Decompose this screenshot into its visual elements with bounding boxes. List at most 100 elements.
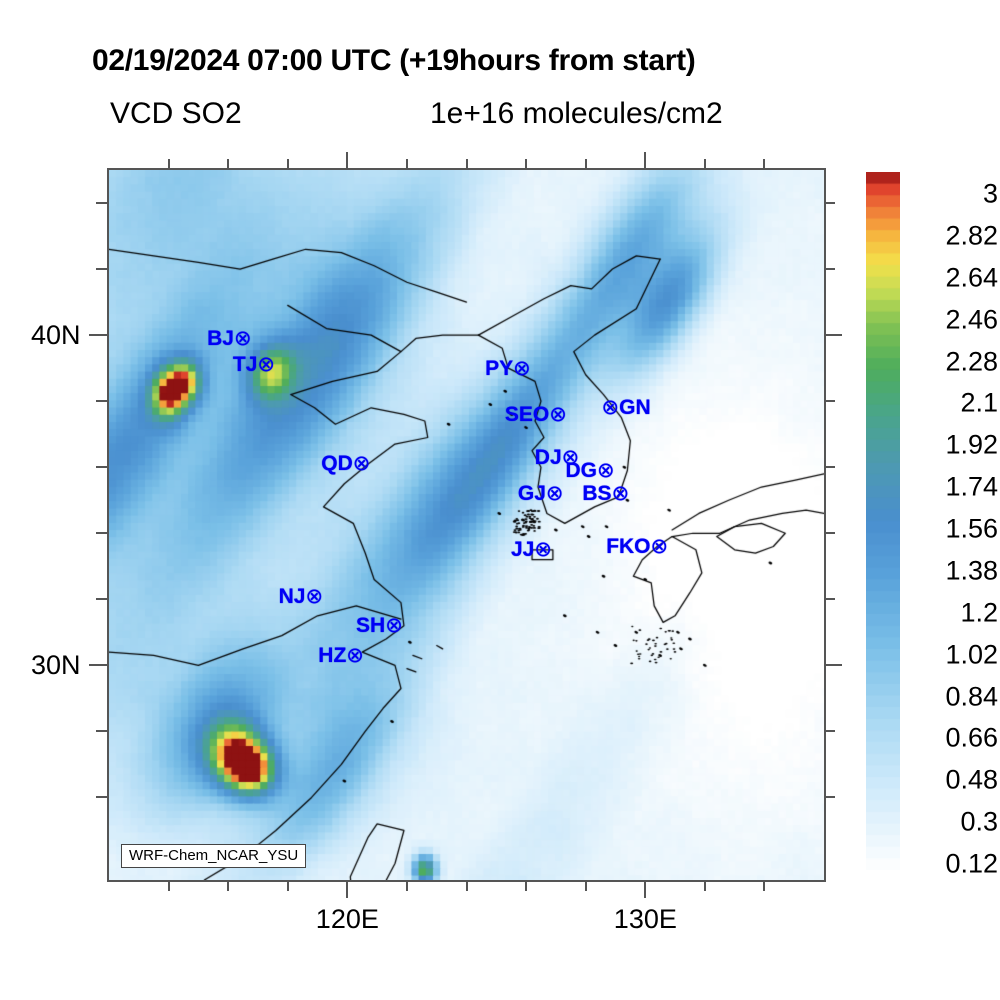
station-name: BS — [582, 482, 612, 506]
station-label-tj: TJ⊗ — [233, 354, 275, 375]
colorbar-label-2p1: 2.1 — [960, 387, 998, 418]
station-label-jj: JJ⊗ — [511, 539, 552, 560]
x-tick-top-118 — [286, 159, 289, 170]
y-tick-right-38 — [824, 400, 835, 403]
station-label-gn: ⊗GN — [602, 397, 651, 418]
station-marker-icon: ⊗ — [611, 482, 630, 506]
y-tick-30 — [89, 664, 107, 667]
x-tick-top-122 — [405, 159, 408, 170]
colorbar-label-1p02: 1.02 — [945, 639, 998, 670]
colorbar-label-1p74: 1.74 — [945, 471, 998, 502]
station-marker-icon: ⊗ — [513, 356, 531, 380]
x-tick-top-128 — [584, 159, 587, 170]
model-configuration-tag: WRF-Chem_NCAR_YSU — [121, 844, 307, 868]
station-label-py: PY⊗ — [485, 358, 531, 379]
station-marker-icon: ⊗ — [601, 396, 620, 420]
y-tick-26 — [96, 796, 107, 799]
x-tick-128 — [584, 880, 587, 891]
colorbar-label-2p64: 2.64 — [945, 262, 998, 293]
y-tick-34 — [96, 532, 107, 535]
station-label-gj: GJ⊗ — [518, 483, 564, 504]
x-tick-top-130 — [644, 152, 647, 170]
station-marker-icon: ⊗ — [549, 402, 567, 426]
y-tick-32 — [96, 598, 107, 601]
y-tick-right-36 — [824, 466, 835, 469]
colorbar-label-0p48: 0.48 — [945, 764, 998, 795]
x-tick-122 — [405, 880, 408, 891]
x-tick-134 — [763, 880, 766, 891]
y-tick-40 — [89, 334, 107, 337]
y-tick-right-44 — [824, 202, 835, 205]
station-marker-icon: ⊗ — [650, 535, 669, 558]
station-label-dg: DG⊗ — [566, 460, 615, 481]
station-name: GN — [619, 396, 651, 420]
station-name: JJ — [511, 538, 535, 562]
station-label-qd: QD⊗ — [321, 453, 370, 474]
station-label-sh: SH⊗ — [356, 615, 403, 636]
station-name: QD — [321, 452, 353, 476]
colorbar-label-2p46: 2.46 — [945, 304, 998, 335]
colorbar-label-0p3: 0.3 — [960, 806, 998, 837]
x-tick-top-116 — [227, 159, 230, 170]
station-name: HZ — [318, 643, 347, 667]
station-name: SEO — [504, 402, 550, 426]
station-name: TJ — [232, 353, 258, 377]
x-tick-130 — [644, 880, 647, 898]
y-tick-44 — [96, 202, 107, 205]
station-marker-icon: ⊗ — [305, 584, 324, 608]
colorbar-gradient — [866, 172, 900, 870]
x-tick-top-134 — [763, 159, 766, 170]
station-name: NJ — [278, 584, 306, 608]
x-tick-top-126 — [525, 159, 528, 170]
x-tick-118 — [286, 880, 289, 891]
y-tick-38 — [96, 400, 107, 403]
station-name: BJ — [207, 326, 234, 350]
x-tick-126 — [525, 880, 528, 891]
station-marker-icon: ⊗ — [545, 482, 564, 506]
y-tick-right-28 — [824, 730, 835, 733]
x-tick-132 — [703, 880, 706, 891]
station-marker-icon: ⊗ — [233, 326, 252, 350]
station-marker-icon: ⊗ — [534, 538, 552, 562]
figure-variable-label: VCD SO2 — [110, 97, 242, 130]
station-name: DJ — [534, 445, 562, 469]
station-marker-icon: ⊗ — [352, 452, 371, 476]
y-axis-label-40N: 40N — [31, 319, 81, 350]
x-tick-top-124 — [465, 159, 468, 170]
colorbar-tick-labels: 3 2.82 2.64 2.46 2.28 2.1 1.92 1.74 1.56 1.38 1.2 1… — [906, 172, 998, 879]
station-marker-icon: ⊗ — [346, 643, 364, 667]
y-tick-right-42 — [824, 268, 835, 271]
station-label-seo: SEO⊗ — [505, 404, 567, 425]
station-label-bs: BS⊗ — [582, 483, 629, 504]
station-label-bj: BJ⊗ — [207, 328, 251, 349]
y-tick-28 — [96, 730, 107, 733]
y-tick-42 — [96, 268, 107, 271]
colorbar-label-1p92: 1.92 — [945, 429, 998, 460]
station-marker-icon: ⊗ — [385, 614, 403, 638]
y-axis-label-30N: 30N — [31, 649, 81, 680]
x-tick-top-120 — [346, 152, 349, 170]
x-tick-114 — [167, 880, 170, 891]
station-marker-icon: ⊗ — [257, 353, 276, 377]
station-marker-icon: ⊗ — [597, 459, 615, 482]
x-tick-top-132 — [703, 159, 706, 170]
colorbar-label-0p84: 0.84 — [945, 681, 998, 712]
y-tick-right-32 — [824, 598, 835, 601]
y-tick-right-26 — [824, 796, 835, 799]
map-panel: BJ⊗ TJ⊗ QD⊗ NJ⊗ SH⊗ HZ⊗ PY⊗ SEO⊗ ⊗GN DJ⊗ DG⊗ GJ⊗ BS⊗… — [107, 168, 826, 882]
y-tick-right-40 — [824, 334, 842, 337]
station-name: SH — [356, 614, 386, 638]
station-marker-icon: ⊗ — [561, 445, 580, 469]
station-name: PY — [485, 356, 514, 380]
station-label-fko: FKO⊗ — [606, 536, 668, 557]
station-label-nj: NJ⊗ — [279, 586, 323, 607]
colorbar-label-0p66: 0.66 — [945, 722, 998, 753]
colorbar-label-0p12: 0.12 — [945, 848, 998, 879]
y-tick-36 — [96, 466, 107, 469]
y-tick-right-30 — [824, 664, 842, 667]
station-name: FKO — [606, 535, 651, 558]
figure-title-datetime: 02/19/2024 07:00 UTC (+19hours from star… — [92, 44, 696, 77]
x-axis-label-130E: 130E — [613, 904, 677, 934]
station-label-hz: HZ⊗ — [318, 645, 364, 666]
